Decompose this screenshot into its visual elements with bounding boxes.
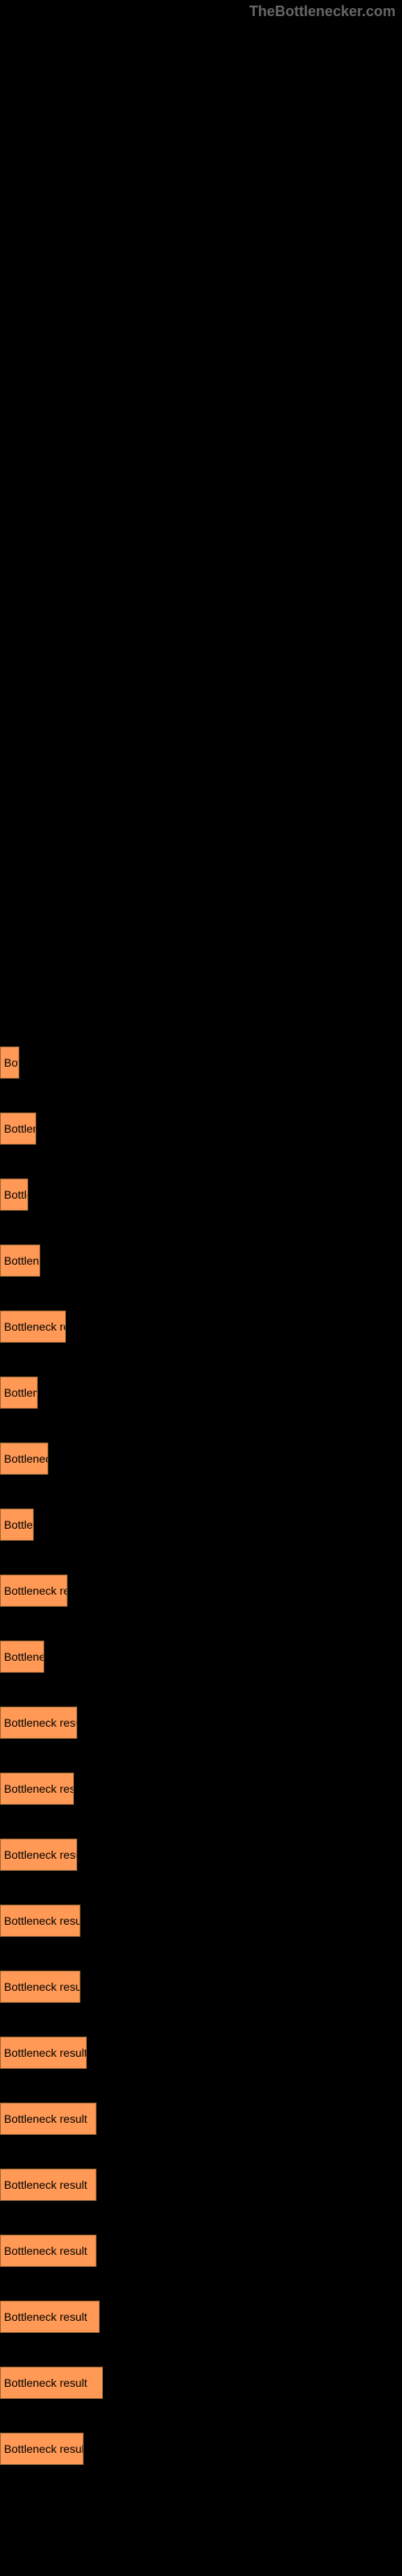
bar-label: Bottleneck result bbox=[4, 1254, 40, 1267]
bar: Bottleneck result bbox=[0, 2301, 100, 2333]
bar-row: Bottleneck result bbox=[0, 2235, 96, 2267]
bar: Bottleneck result bbox=[0, 2235, 96, 2267]
bar: Bottleneck result bbox=[0, 1707, 77, 1739]
bar-row: Bottleneck result bbox=[0, 1773, 74, 1805]
bar-row: Bottleneck result bbox=[0, 1905, 80, 1937]
bar-label: Bottleneck result bbox=[4, 2178, 88, 2191]
bar: Bottleneck result bbox=[0, 1575, 68, 1607]
bar-row: Bottleneck result bbox=[0, 1641, 44, 1673]
bar-row: Bottleneck result bbox=[0, 2301, 100, 2333]
bar-label: Bottleneck result bbox=[4, 2244, 88, 2257]
bar-label: Bottleneck result bbox=[4, 1386, 38, 1399]
bar-row: Bottleneck result bbox=[0, 2037, 87, 2069]
bar-label: Bottleneck result bbox=[4, 2046, 87, 2059]
bar-label: Bottleneck result bbox=[4, 1320, 66, 1333]
bar: Bottleneck result bbox=[0, 2037, 87, 2069]
bar-label: Bottleneck result bbox=[4, 2310, 88, 2323]
bar: Bottleneck result bbox=[0, 1905, 80, 1937]
bar-row: Bottleneck result bbox=[0, 1839, 77, 1871]
bar: Bottleneck result bbox=[0, 1839, 77, 1871]
bar: Bottleneck result bbox=[0, 1113, 36, 1145]
bar: Bottleneck result bbox=[0, 1971, 80, 2003]
bar: Bottleneck result bbox=[0, 1377, 38, 1409]
bar-row: Bottleneck result bbox=[0, 1707, 77, 1739]
bar: Bottleneck result bbox=[0, 1509, 34, 1541]
bar-label: Bottleneck result bbox=[4, 1782, 74, 1795]
bar-row: Bottleneck result bbox=[0, 1377, 38, 1409]
bar-label: Bottleneck result bbox=[4, 2442, 84, 2455]
bar: Bottleneck result bbox=[0, 1773, 74, 1805]
bar: Bottleneck result bbox=[0, 2103, 96, 2135]
bar: Bottleneck result bbox=[0, 2367, 103, 2399]
bar-label: Bottleneck result bbox=[4, 1914, 80, 1927]
bar-row: Bottleneck result bbox=[0, 2169, 96, 2201]
bar-label: Bottleneck result bbox=[4, 1980, 80, 1993]
bar-label: Bottleneck result bbox=[4, 1122, 36, 1135]
bar-row: Bottleneck result bbox=[0, 1575, 68, 1607]
bar: Bottleneck result bbox=[0, 2169, 96, 2201]
bar: Bottleneck result bbox=[0, 1311, 66, 1343]
bar-label: Bottleneck result bbox=[4, 1056, 19, 1069]
bar-row: Bottleneck result bbox=[0, 1179, 28, 1211]
bar-row: Bottleneck result bbox=[0, 1046, 19, 1079]
bar-row: Bottleneck result bbox=[0, 2433, 84, 2465]
bar: Bottleneck result bbox=[0, 1179, 28, 1211]
bar: Bottleneck result bbox=[0, 1245, 40, 1277]
bar-label: Bottleneck result bbox=[4, 1848, 77, 1861]
bar-label: Bottleneck result bbox=[4, 1716, 77, 1729]
bar: Bottleneck result bbox=[0, 1641, 44, 1673]
bar: Bottleneck result bbox=[0, 1443, 48, 1475]
bar-label: Bottleneck result bbox=[4, 1518, 34, 1531]
bar-label: Bottleneck result bbox=[4, 1650, 44, 1663]
bar-row: Bottleneck result bbox=[0, 1311, 66, 1343]
bar-label: Bottleneck result bbox=[4, 1452, 48, 1465]
bar-row: Bottleneck result bbox=[0, 2367, 103, 2399]
watermark-text: TheBottlenecker.com bbox=[249, 3, 396, 20]
bar-row: Bottleneck result bbox=[0, 2103, 96, 2135]
bar-label: Bottleneck result bbox=[4, 2112, 88, 2125]
bar: Bottleneck result bbox=[0, 2433, 84, 2465]
bar-row: Bottleneck result bbox=[0, 1245, 40, 1277]
bar-label: Bottleneck result bbox=[4, 1584, 68, 1597]
bar-row: Bottleneck result bbox=[0, 1113, 36, 1145]
bar-row: Bottleneck result bbox=[0, 1509, 34, 1541]
bar-row: Bottleneck result bbox=[0, 1443, 48, 1475]
bar-label: Bottleneck result bbox=[4, 2376, 88, 2389]
bar: Bottleneck result bbox=[0, 1046, 19, 1079]
bar-label: Bottleneck result bbox=[4, 1188, 28, 1201]
bar-row: Bottleneck result bbox=[0, 1971, 80, 2003]
